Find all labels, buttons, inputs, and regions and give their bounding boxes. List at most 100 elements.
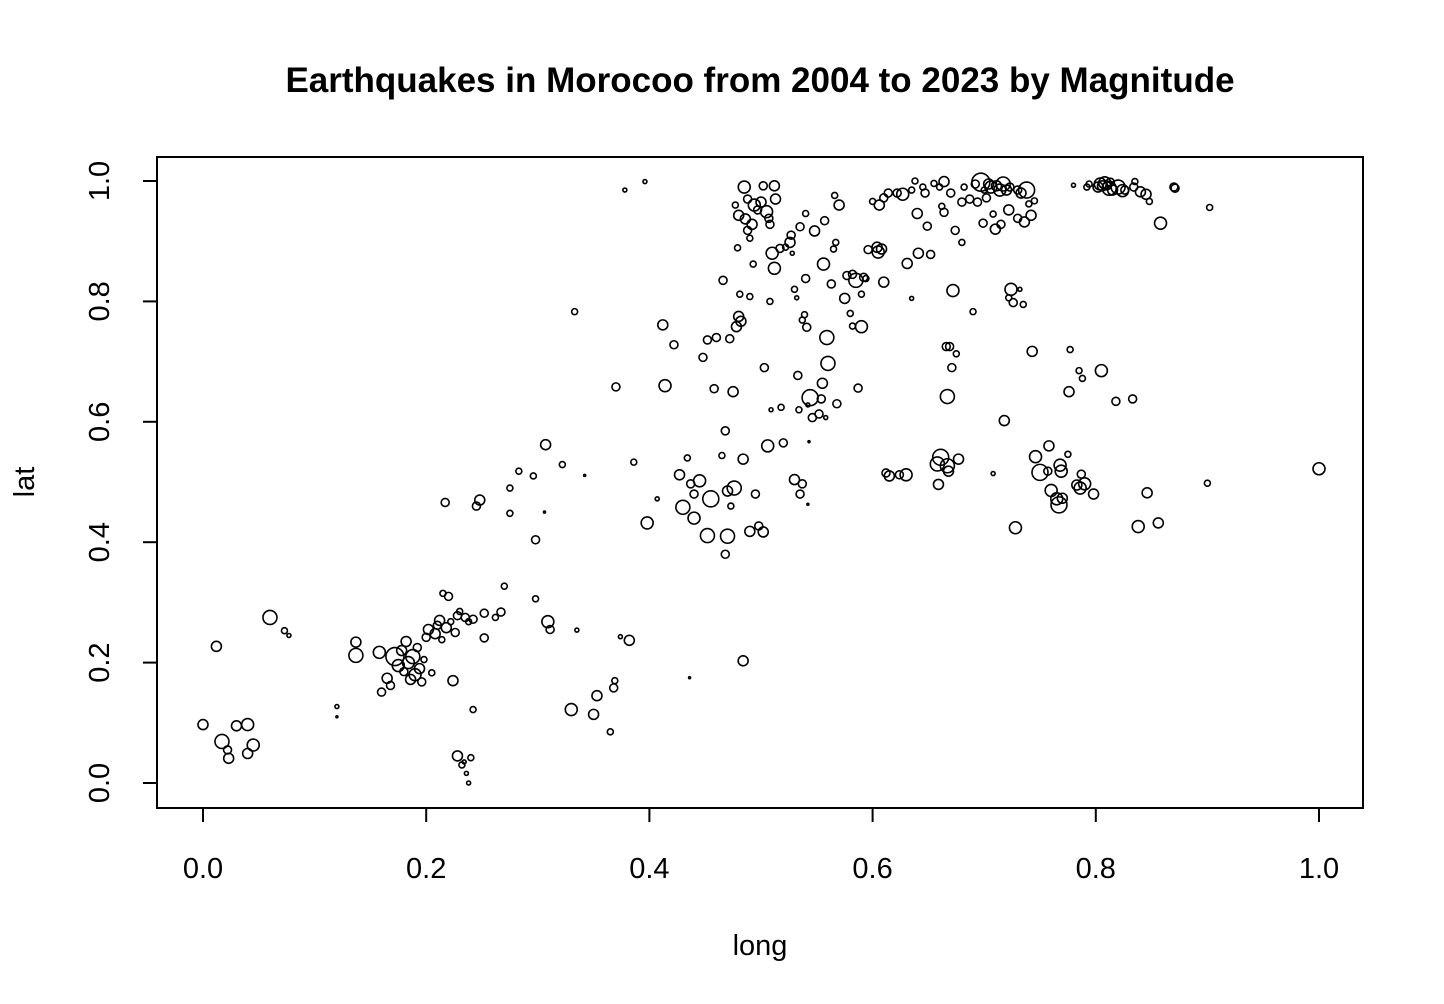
data-point [658,378,672,393]
data-point [491,613,500,622]
data-point [749,260,757,268]
data-point [744,525,756,538]
data-point [701,490,720,508]
data-point [981,193,992,203]
data-point [1018,216,1031,228]
data-point [832,398,842,409]
data-point [1004,282,1018,297]
data-point [942,465,955,477]
data-point [515,467,523,475]
data-point [735,290,744,298]
data-point [989,223,1002,235]
data-point [718,275,728,286]
data-point [737,453,749,465]
data-point [1076,469,1087,479]
data-point [687,675,692,680]
data-point [1141,487,1153,499]
data-point [473,494,486,506]
data-point [944,341,955,352]
data-point [702,335,713,345]
data-point [401,655,416,670]
data-point [564,702,579,717]
data-point [1134,186,1147,198]
data-point [795,221,805,232]
data-point [412,642,423,653]
data-point [883,470,896,482]
data-point [404,673,417,686]
data-point [822,414,829,421]
x-tick-label: 0.4 [629,853,669,885]
data-point [820,355,836,372]
data-point [735,315,747,328]
data-point [230,720,243,732]
data-point [911,207,924,220]
data-point [413,662,426,675]
data-point [790,285,799,294]
data-point [1028,449,1043,464]
data-point [1002,204,1015,216]
data-point [1087,488,1100,500]
data-point [777,403,785,412]
data-point [582,473,587,478]
y-tick-label: 0.4 [84,522,116,562]
data-point [545,624,555,635]
data-point [862,274,870,283]
data-point [969,307,977,316]
data-point [623,634,636,647]
data-point [1203,479,1212,488]
data-point [831,238,840,247]
data-point [1015,187,1027,199]
data-point [1008,520,1023,535]
data-point [350,636,362,648]
data-point [930,179,938,188]
data-point [990,470,996,477]
data-point [766,297,774,306]
data-point [957,197,967,207]
data-point [807,439,811,444]
data-point [958,238,966,247]
data-point [759,204,774,219]
data-point [819,215,830,226]
data-point [784,236,796,249]
data-point [764,213,774,224]
data-point [912,247,925,260]
x-tick-label: 0.0 [183,853,223,885]
data-point [1017,286,1023,293]
data-point [654,496,661,502]
data-point [938,175,950,188]
data-point [617,633,624,640]
data-point [939,457,956,474]
y-tick-label: 0.0 [84,763,116,803]
data-point [1312,461,1326,476]
data-point [838,292,851,305]
x-tick-label: 0.8 [1076,853,1116,885]
data-point [1054,464,1069,478]
data-point [795,405,803,414]
data-point [461,759,467,765]
data-point [911,177,919,185]
data-point [795,489,805,499]
data-point [750,489,761,499]
data-point [873,199,886,211]
data-point [455,607,464,616]
data-point [808,225,821,237]
data-point [496,607,506,617]
data-point [1205,203,1214,212]
data-point [760,439,775,453]
data-point [814,409,824,419]
data-point [391,658,406,673]
data-point [699,527,716,544]
data-point [1170,183,1180,194]
data-point [1053,458,1067,472]
data-point [673,468,686,481]
data-point [925,249,936,260]
x-tick-label: 1.0 [1299,853,1339,885]
data-point [895,187,910,202]
data-point [500,582,509,590]
data-point [939,207,949,218]
data-point [574,627,580,633]
data-point [737,180,752,194]
data-point [385,680,396,691]
data-point [463,770,470,777]
y-tick-label: 0.8 [84,281,116,321]
